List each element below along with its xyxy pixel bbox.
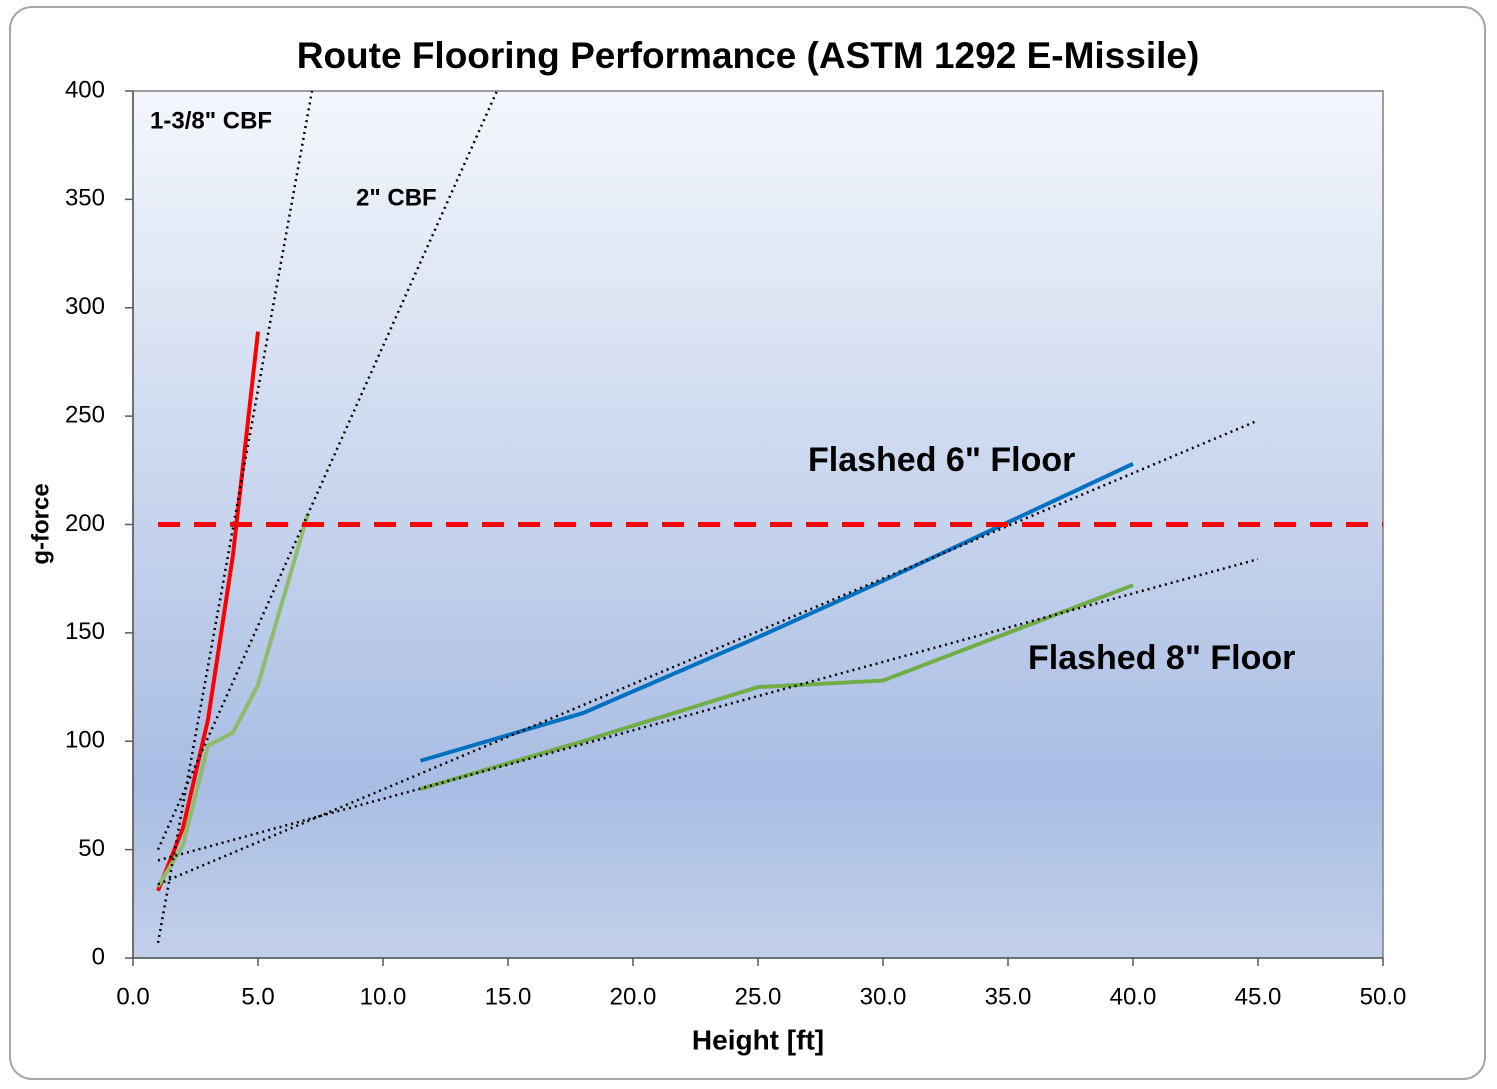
y-tick-label: 50 (78, 835, 105, 862)
y-tick-label: 0 (92, 943, 105, 970)
x-tick-label: 40.0 (1110, 983, 1157, 1010)
annotation: Flashed 6" Floor (808, 441, 1075, 479)
y-tick-label: 400 (65, 76, 105, 103)
y-tick-label: 300 (65, 293, 105, 320)
x-tick-label: 0.0 (116, 983, 149, 1010)
y-tick-label: 250 (65, 401, 105, 428)
series-line (156, 90, 499, 851)
x-tick-label: 5.0 (241, 983, 274, 1010)
x-tick-label: 15.0 (485, 983, 532, 1010)
annotation: 2" CBF (356, 184, 437, 211)
annotation: 1-3/8" CBF (150, 107, 272, 134)
x-axis-label: Height [ft] (692, 1024, 824, 1055)
chart-title: Route Flooring Performance (ASTM 1292 E-… (297, 35, 1200, 76)
annotation: Flashed 8" Floor (1028, 639, 1295, 677)
series-line (157, 557, 1259, 862)
x-tick-label: 35.0 (985, 983, 1032, 1010)
x-tick-label: 45.0 (1235, 983, 1282, 1010)
series-line (156, 513, 310, 888)
series-line (157, 419, 1259, 886)
y-tick-label: 350 (65, 185, 105, 212)
series-line (156, 90, 314, 944)
x-tick-label: 50.0 (1360, 983, 1407, 1010)
x-tick-label: 25.0 (735, 983, 782, 1010)
y-tick-label: 200 (65, 510, 105, 537)
y-tick-label: 150 (65, 618, 105, 645)
x-tick-label: 10.0 (360, 983, 407, 1010)
y-tick-label: 100 (65, 727, 105, 754)
series-line (419, 583, 1134, 791)
x-tick-label: 20.0 (610, 983, 657, 1010)
x-tick-label: 30.0 (860, 983, 907, 1010)
y-axis-label: g-force (27, 483, 54, 564)
